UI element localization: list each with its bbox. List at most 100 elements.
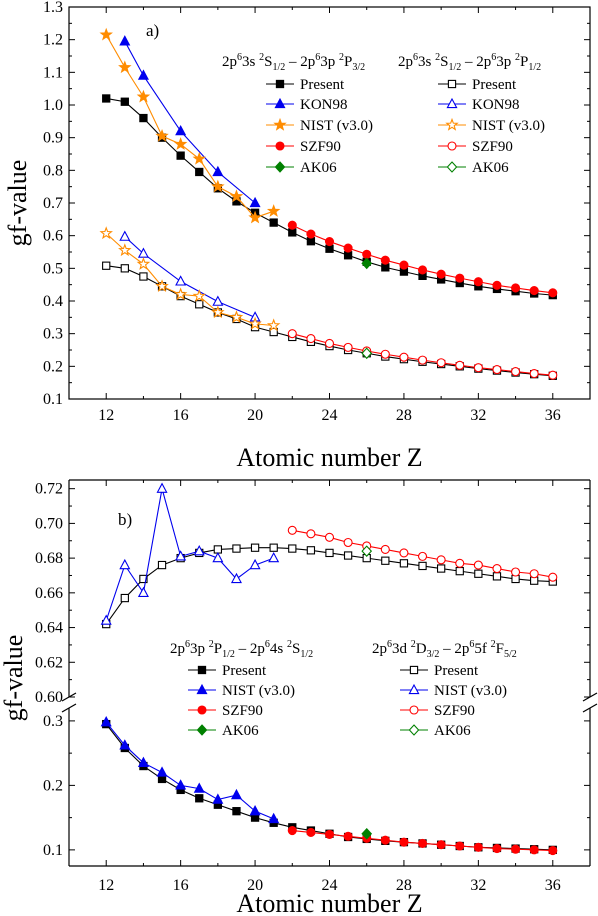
- panel-a: 12 16 20 24 28 32 36 0.1 0.2 0.3 0.4 0.5 0.6 0.7 0.8 0.…: [3, 0, 591, 472]
- data-point: [250, 543, 260, 552]
- series-szf90: [287, 825, 558, 856]
- data-point: [211, 179, 225, 193]
- data-point: [102, 261, 111, 270]
- data-point: [511, 844, 521, 854]
- data-point: [269, 543, 278, 552]
- x-tick-label: 36: [545, 407, 561, 424]
- data-point: [118, 60, 132, 74]
- x-tick-label: 12: [98, 877, 114, 894]
- data-point: [473, 560, 483, 570]
- title-part: 3d: [392, 641, 411, 657]
- x-tick-label: 32: [470, 407, 486, 424]
- data-point: [455, 841, 465, 851]
- data-point: [473, 842, 483, 852]
- data-point: [288, 544, 297, 553]
- data-point: [324, 532, 335, 542]
- data-point: [436, 269, 446, 279]
- data-point: [99, 27, 113, 41]
- data-point: [118, 243, 132, 257]
- legend-title-left: 2p6​3s 2​S1/2​ – 2p6​3p 2​P3/2​: [222, 52, 365, 73]
- data-point: [361, 347, 373, 360]
- title-part: P: [520, 54, 528, 70]
- y-tick-label: 0.9: [43, 130, 63, 147]
- series-present: [102, 261, 557, 380]
- data-point: [249, 558, 261, 570]
- series-kon98: [119, 35, 261, 208]
- legend-label: NIST (v3.0): [300, 118, 373, 134]
- data-point: [193, 782, 205, 793]
- legend-marker: [274, 97, 286, 109]
- data-point: [139, 113, 148, 123]
- legend-label: Present: [472, 77, 517, 93]
- x-tick-label: 32: [470, 877, 486, 894]
- data-point: [175, 275, 187, 286]
- title-part: 2: [435, 52, 440, 63]
- data-point: [120, 593, 129, 603]
- data-point: [548, 845, 558, 856]
- x-tick-label: 24: [322, 407, 338, 424]
- data-point: [229, 310, 244, 324]
- series-ak06: [361, 827, 373, 840]
- title-part: 6: [185, 639, 190, 650]
- data-point: [417, 838, 428, 848]
- title-part: S: [264, 54, 272, 70]
- data-point: [417, 551, 428, 561]
- y-tick-label: 0.2: [43, 777, 63, 794]
- y-tick-label: 1.2: [43, 32, 63, 49]
- data-point: [361, 827, 373, 840]
- data-point: [229, 189, 244, 203]
- data-point: [343, 251, 353, 260]
- legend-title-right: 2p6​3s 2​S1/2​ – 2p6​3p 2​P1/2​: [398, 52, 541, 73]
- series-line: [105, 488, 274, 621]
- data-point: [399, 559, 409, 568]
- data-point: [473, 363, 483, 373]
- legend-label: Present: [222, 663, 267, 679]
- data-point: [139, 272, 148, 281]
- legend-label: KON98: [300, 97, 348, 113]
- x-tick-label: 16: [173, 877, 189, 894]
- data-point: [268, 812, 280, 824]
- y-tick-label: 0.60: [35, 689, 63, 706]
- data-point: [455, 558, 465, 568]
- y-tick-label: 0.68: [35, 550, 63, 567]
- panel-b: 12 16 20 24 28 32 36 0.60 0.62 0.64 0.66 0.68 0.70 0.…: [0, 479, 598, 916]
- data-point: [399, 548, 409, 558]
- legend-label: SZF90: [434, 703, 475, 719]
- data-point: [120, 264, 129, 273]
- data-point: [175, 124, 187, 136]
- y-tick-label: 0.3: [43, 713, 63, 730]
- title-part: P: [214, 641, 222, 657]
- title-part: 6: [413, 52, 418, 63]
- legend-marker: [445, 117, 459, 131]
- data-point: [529, 845, 539, 855]
- y-tick-label: 0.1: [43, 391, 63, 408]
- data-point: [529, 368, 539, 379]
- data-point: [362, 249, 372, 259]
- series-line: [105, 547, 553, 625]
- data-point: [380, 255, 390, 265]
- data-point: [136, 89, 151, 103]
- data-point: [120, 97, 129, 106]
- data-point: [455, 566, 464, 576]
- title-part: 6: [237, 52, 242, 63]
- data-point: [175, 550, 187, 561]
- series-ak06: [361, 257, 373, 270]
- data-point: [324, 338, 335, 349]
- y-tick-label: 0.62: [35, 654, 63, 671]
- data-point: [306, 237, 316, 246]
- data-point: [474, 569, 483, 578]
- data-point: [232, 544, 241, 553]
- data-point: [380, 544, 390, 554]
- x-tick-label: 28: [396, 407, 412, 424]
- data-point: [176, 151, 185, 160]
- series-nist-v3-0-: [100, 716, 280, 824]
- title-part: 2p: [398, 54, 413, 70]
- x-tick-label: 16: [173, 407, 189, 424]
- data-point: [266, 204, 281, 217]
- data-point: [529, 285, 539, 296]
- panel-label: b): [118, 510, 132, 529]
- data-point: [212, 793, 224, 804]
- data-point: [306, 229, 316, 239]
- y-tick-label: 0.2: [43, 358, 63, 375]
- data-point: [212, 165, 224, 177]
